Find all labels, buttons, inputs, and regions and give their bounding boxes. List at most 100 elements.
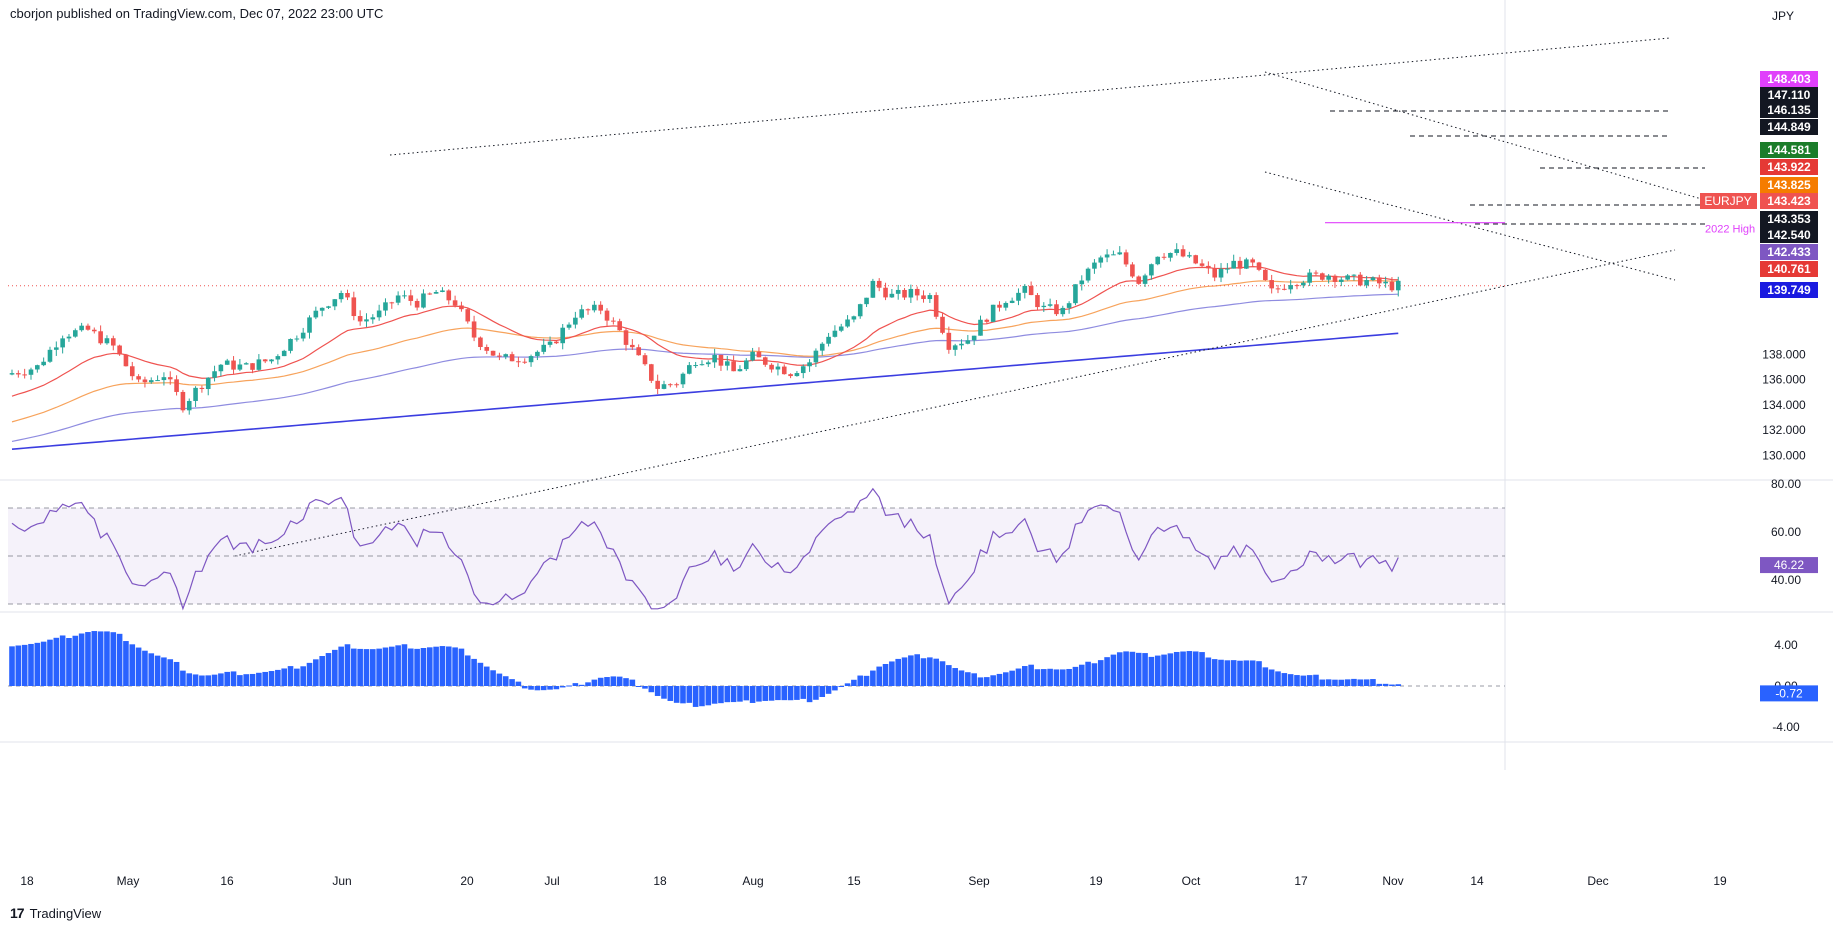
candle-body (351, 297, 357, 317)
macd-bar (256, 672, 262, 686)
macd-bar (591, 679, 598, 686)
macd-bar (629, 679, 636, 686)
rsi-last-bg (1760, 557, 1818, 574)
candle-body (167, 377, 173, 380)
macd-bar (395, 645, 401, 686)
macd-bar (401, 644, 408, 686)
macd-bar (838, 686, 845, 688)
macd-bar (1237, 660, 1243, 686)
macd-bar (825, 686, 832, 694)
candle-body (478, 337, 483, 348)
macd-bar (104, 631, 110, 686)
candle-body (1022, 285, 1028, 293)
price-label: 140.761 (1767, 262, 1811, 276)
macd-bar (268, 671, 275, 686)
candle-body (509, 354, 515, 362)
candle-body (554, 341, 559, 344)
macd-bar (148, 653, 155, 686)
time-tick-19: 19 (1089, 874, 1103, 888)
macd-bar (72, 635, 79, 686)
macd-bar (870, 670, 876, 686)
candle-body (110, 338, 116, 346)
price-tick: 138.000 (1762, 347, 1806, 361)
candle-body (1320, 273, 1325, 280)
candle-body (895, 289, 901, 294)
macd-bar (806, 686, 813, 703)
price-tick: 136.000 (1762, 373, 1806, 387)
price-label-bg (1760, 119, 1818, 135)
time-tick-Jun: Jun (332, 874, 351, 888)
macd-bar (351, 648, 357, 686)
candle-body (66, 336, 72, 339)
candle-body (1180, 249, 1186, 257)
candle-body (383, 302, 388, 311)
candle-body (319, 307, 325, 311)
macd-bar (123, 641, 129, 686)
candle-body (471, 321, 477, 338)
price-label-bg (1760, 159, 1818, 175)
candle-body (978, 319, 983, 336)
macd-bar (635, 686, 642, 687)
macd-bar (1129, 651, 1136, 686)
candles (9, 243, 1401, 415)
tradingview-brand[interactable]: 17 TradingView (10, 905, 101, 921)
candle-body (155, 380, 160, 382)
candle-body (54, 347, 59, 350)
macd-bar (281, 668, 287, 686)
macd-bar (863, 675, 870, 686)
candle-body (914, 288, 920, 296)
candle-body (231, 360, 236, 370)
candle-body (864, 297, 869, 305)
candle-body (611, 320, 616, 322)
candle-body (604, 310, 610, 321)
macd-bar (15, 645, 22, 686)
candle-body (1085, 268, 1091, 281)
candle-body (1117, 252, 1123, 255)
macd-bar (1047, 668, 1053, 686)
candle-body (60, 338, 65, 348)
macd-bar (762, 686, 769, 701)
candle-body (212, 371, 217, 378)
macd-bar (1192, 651, 1199, 686)
macd-bar (623, 678, 629, 686)
candle-body (1079, 280, 1085, 285)
macd-bar (984, 677, 990, 686)
candle-body (98, 331, 103, 344)
macd-bar (237, 675, 243, 686)
candle-body (1193, 255, 1199, 264)
candle-body (883, 287, 888, 298)
macd-histogram (9, 631, 1402, 707)
candle-body (218, 364, 224, 372)
time-tick-Sep: Sep (968, 874, 990, 888)
macd-bar (819, 686, 826, 697)
macd-bar (173, 661, 180, 686)
macd-bar (559, 686, 566, 688)
macd-bar (1325, 679, 1332, 686)
macd-tick: 4.00 (1774, 638, 1798, 652)
macd-bar (933, 658, 939, 686)
candle-body (794, 373, 800, 377)
macd-bar (844, 683, 851, 686)
macd-bar (363, 649, 370, 686)
macd-bar (414, 648, 420, 686)
eurjpy-chart[interactable]: 2022 High JPY 130.000 132.000 134.000 136.000… (0, 0, 1833, 900)
macd-bar (243, 674, 250, 686)
macd-bar (673, 686, 680, 703)
macd-last-bg (1760, 685, 1818, 702)
candle-body (623, 330, 629, 345)
macd-bar (180, 670, 186, 686)
candle-body (1155, 256, 1161, 265)
macd-bar (515, 681, 522, 686)
candle-body (1244, 259, 1249, 269)
candle-body (826, 336, 831, 344)
price-label-bg (1760, 261, 1818, 277)
candle-body (1130, 264, 1135, 277)
macd-bar (749, 686, 756, 703)
candle-body (1307, 272, 1312, 283)
price-label-bg (1760, 177, 1818, 193)
macd-bar (648, 686, 655, 693)
macd-bar (1218, 659, 1224, 686)
high-2022-annotation: 2022 High (1705, 224, 1755, 236)
macd-bar (914, 654, 920, 686)
candle-body (73, 330, 78, 337)
